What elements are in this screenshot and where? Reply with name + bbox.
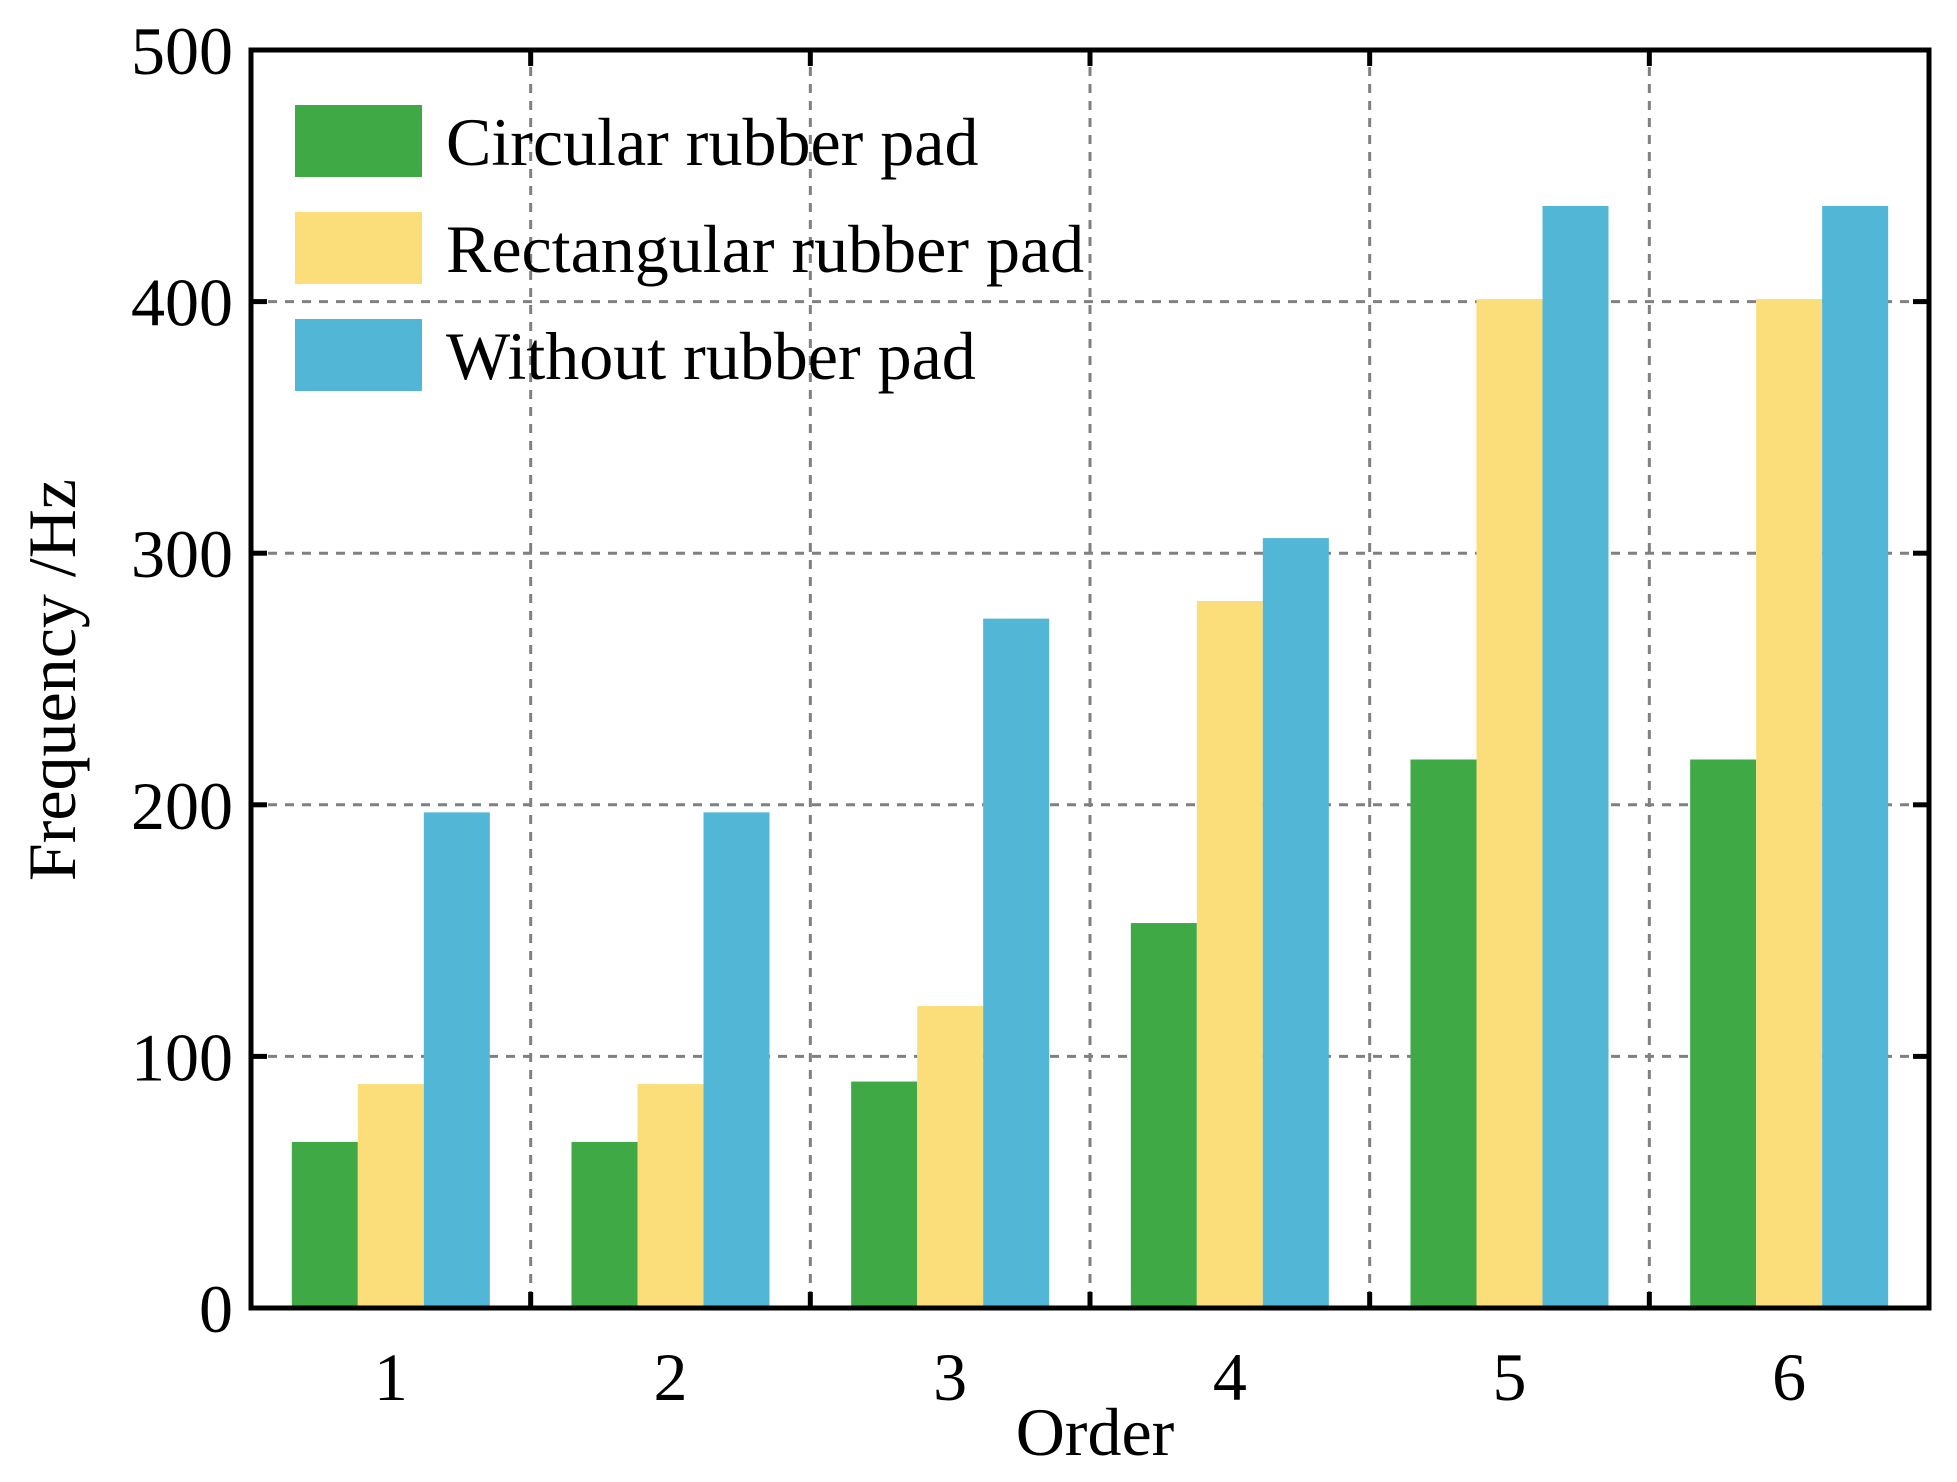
- axis-ticks: [251, 47, 1929, 1311]
- bar-series2-order-5: [1476, 299, 1543, 1309]
- y-tick-label: 100: [131, 1019, 233, 1095]
- y-tick-label: 0: [199, 1271, 233, 1347]
- y-tick-label: 300: [131, 516, 233, 592]
- y-tick-label: 200: [131, 768, 233, 844]
- bar-series1-order-4: [1130, 923, 1197, 1308]
- bars: [291, 205, 1889, 1309]
- legend-label: Circular rubber pad: [446, 104, 978, 180]
- legend-swatch: [295, 105, 422, 177]
- bar-series2-order-2: [637, 1084, 704, 1308]
- x-tick-label: 3: [933, 1339, 967, 1415]
- bar-series3-order-4: [1262, 538, 1329, 1308]
- x-tick-label: 2: [654, 1339, 688, 1415]
- bar-series1-order-3: [851, 1081, 918, 1308]
- x-tick-label: 4: [1213, 1339, 1247, 1415]
- bar-series1-order-5: [1410, 759, 1477, 1308]
- grid-lines: [251, 50, 1929, 1308]
- x-axis-title: Order: [1016, 1394, 1175, 1470]
- bar-series3-order-1: [423, 812, 490, 1308]
- x-tick-label: 6: [1772, 1339, 1806, 1415]
- y-axis-title: Frequency /Hz: [14, 479, 90, 881]
- bar-series3-order-2: [703, 812, 770, 1308]
- bar-series2-order-4: [1196, 601, 1263, 1308]
- x-tick-labels: 1 2 3 4 5 6: [374, 1339, 1806, 1415]
- bar-series3-order-3: [983, 618, 1050, 1308]
- y-tick-label: 400: [131, 265, 233, 341]
- bar-series1-order-1: [291, 1141, 358, 1308]
- bar-series3-order-5: [1542, 205, 1609, 1309]
- x-tick-label: 5: [1493, 1339, 1527, 1415]
- x-tick-label: 1: [374, 1339, 408, 1415]
- bar-series1-order-6: [1690, 759, 1757, 1308]
- bar-series2-order-1: [357, 1084, 424, 1308]
- y-tick-labels: 0 100 200 300 400 500: [131, 13, 233, 1347]
- legend-swatch: [295, 212, 422, 284]
- legend-swatch: [295, 319, 422, 391]
- bar-series1-order-2: [571, 1141, 638, 1308]
- bar-series2-order-6: [1756, 299, 1823, 1309]
- y-tick-label: 500: [131, 13, 233, 89]
- legend: Circular rubber pad Rectangular rubber pa…: [295, 104, 1084, 394]
- legend-label: Without rubber pad: [446, 318, 976, 394]
- bar-series2-order-3: [917, 1006, 984, 1308]
- bar-series3-order-6: [1822, 205, 1889, 1309]
- legend-label: Rectangular rubber pad: [446, 211, 1084, 287]
